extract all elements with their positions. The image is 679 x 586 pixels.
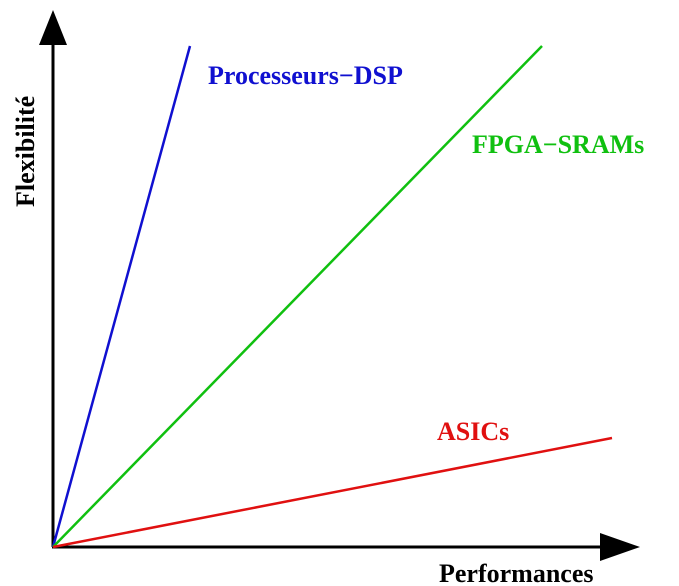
asics-line	[52, 436, 613, 549]
fpga-srams-label: FPGA−SRAMs	[472, 130, 644, 159]
x-axis-arrowhead	[600, 533, 640, 561]
asics-label: ASICs	[437, 417, 509, 446]
fpga-srams-line	[52, 45, 543, 548]
processeurs-dsp-line	[51, 45, 192, 548]
y-axis-arrowhead	[39, 10, 67, 45]
processeurs-dsp-label: Processeurs−DSP	[208, 61, 403, 90]
x-axis-label: Performances	[439, 559, 593, 586]
y-axis-label: Flexibilité	[11, 96, 40, 207]
